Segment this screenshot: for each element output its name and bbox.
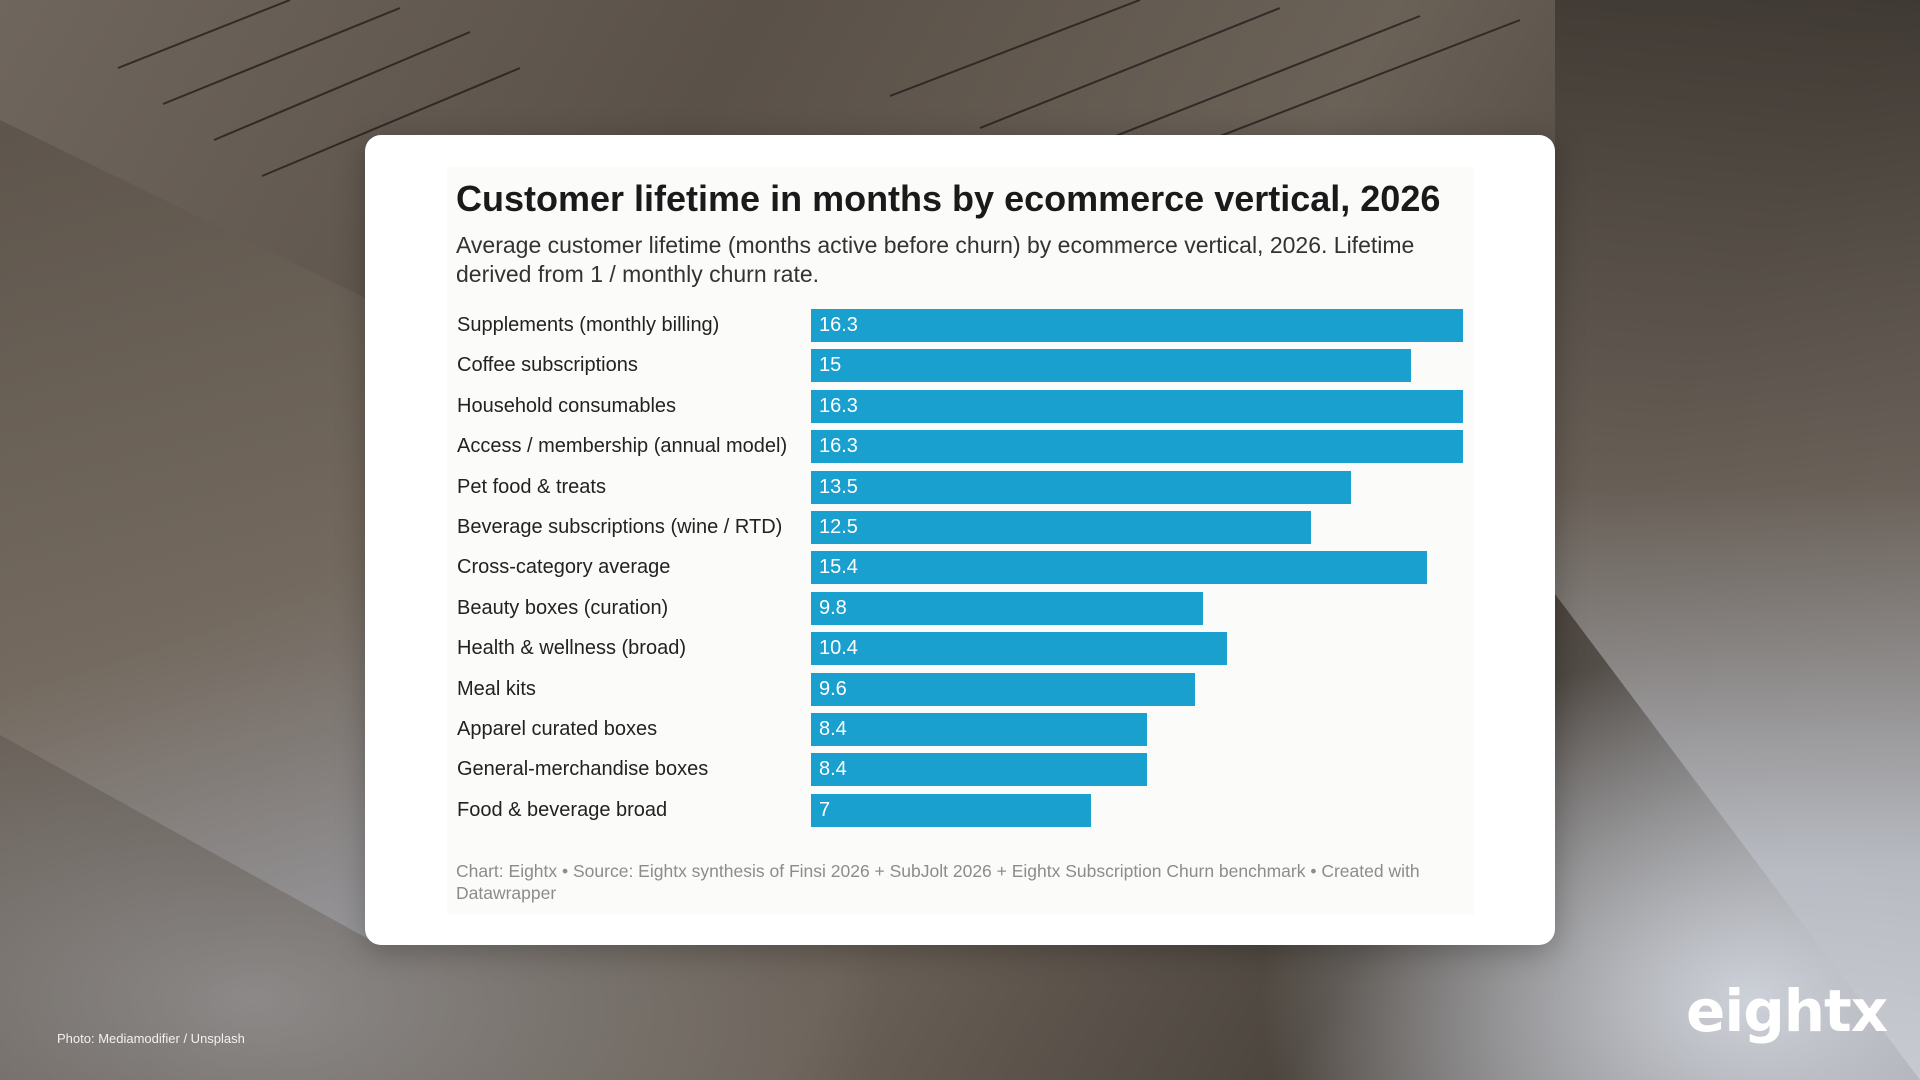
bar <box>811 349 1411 383</box>
chart-card: Customer lifetime in months by ecommerce… <box>365 135 1555 945</box>
bar-value-label: 16.3 <box>819 394 858 417</box>
category-label: Access / membership (annual model) <box>457 435 788 458</box>
bar <box>811 632 1227 666</box>
bar-row: Beverage subscriptions (wine / RTD) 12.5 <box>447 511 1474 544</box>
bar-row: Coffee subscriptions 15 <box>447 349 1474 383</box>
bar-row: Beauty boxes (curation) 9.8 <box>447 591 1474 625</box>
bar-row: Health & wellness (broad) 10.4 <box>447 632 1474 666</box>
chart-footnote: Chart: Eightx • Source: Eightx synthesis… <box>456 861 1420 903</box>
category-label: Health & wellness (broad) <box>457 637 686 660</box>
bar-row: Apparel curated boxes 8.4 <box>447 713 1474 746</box>
bar-row: Supplements (monthly billing) 16.3 <box>447 309 1474 342</box>
category-label: Cross-category average <box>457 556 671 579</box>
bar-value-label: 12.5 <box>819 516 858 538</box>
bar-row: Cross-category average 15.4 <box>447 551 1474 585</box>
bar-value-label: 9.8 <box>819 596 847 619</box>
bar-value-label: 15.4 <box>819 556 858 579</box>
bar <box>811 511 1311 544</box>
bar-row: Household consumables 16.3 <box>447 389 1474 423</box>
category-label: Supplements (monthly billing) <box>457 314 720 336</box>
bar-row: Pet food & treats 13.5 <box>447 470 1474 504</box>
category-label: Beauty boxes (curation) <box>457 596 669 619</box>
bar <box>811 591 1203 625</box>
bar <box>811 551 1427 585</box>
bar <box>811 470 1351 504</box>
bar-row: Food & beverage broad 7 <box>447 793 1474 827</box>
bar-value-label: 7 <box>819 798 831 821</box>
bar-value-label: 15 <box>819 354 842 377</box>
category-label: Food & beverage broad <box>457 798 668 821</box>
bar <box>811 713 1147 746</box>
background-box-lines <box>117 0 1521 177</box>
bar-value-label: 16.3 <box>819 314 858 336</box>
bar <box>811 753 1147 787</box>
category-label: Beverage subscriptions (wine / RTD) <box>457 516 783 538</box>
chart-subtitle: Average customer lifetime (months active… <box>456 232 1415 287</box>
bar-value-label: 9.6 <box>819 677 847 700</box>
bar <box>811 672 1195 706</box>
category-label: Coffee subscriptions <box>457 354 638 377</box>
category-label: Pet food & treats <box>457 475 606 498</box>
bar <box>811 389 1463 423</box>
category-label: General-merchandise boxes <box>457 758 709 781</box>
bar-row: Meal kits 9.6 <box>447 672 1474 706</box>
bar <box>811 793 1091 827</box>
photo-credit: Photo: Mediamodifier / Unsplash <box>57 1031 245 1046</box>
bar <box>811 309 1463 342</box>
category-label: Apparel curated boxes <box>457 718 658 740</box>
chart-container: Customer lifetime in months by ecommerce… <box>447 167 1474 915</box>
bar-value-label: 8.4 <box>819 758 847 781</box>
bar-value-label: 10.4 <box>819 637 858 660</box>
category-label: Household consumables <box>457 394 677 417</box>
eightx-logo: eightx <box>1686 977 1888 1045</box>
bar-value-label: 16.3 <box>819 435 858 458</box>
bar-row: General-merchandise boxes 8.4 <box>447 753 1474 787</box>
bar <box>811 430 1463 464</box>
bar-value-label: 8.4 <box>819 718 847 740</box>
category-label: Meal kits <box>457 677 536 700</box>
chart-title: Customer lifetime in months by ecommerce… <box>456 178 1441 219</box>
bar-value-label: 13.5 <box>819 475 858 498</box>
bar-row: Access / membership (annual model) 16.3 <box>447 430 1474 464</box>
